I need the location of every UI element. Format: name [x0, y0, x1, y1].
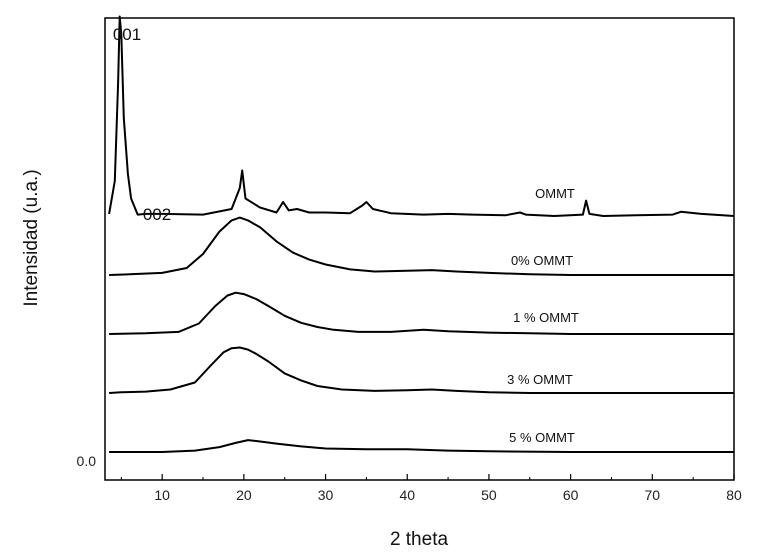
peak-annotation: 001: [113, 25, 141, 44]
series-line-ommt: [108, 15, 735, 217]
x-tick-label: 40: [399, 487, 415, 503]
plot-frame: [104, 17, 735, 481]
x-tick-label: 30: [318, 487, 334, 503]
series-label: 0% OMMT: [511, 253, 573, 268]
series-label: 1 % OMMT: [513, 310, 579, 325]
series-label: 5 % OMMT: [509, 430, 575, 445]
peak-annotation: 002: [143, 205, 171, 224]
x-tick-label: 50: [481, 487, 497, 503]
series-line-1-ommt: [109, 291, 734, 335]
x-axis-ticks: 10 20 30 40 50 60 70 80: [120, 474, 742, 503]
series-line-0-ommt: [109, 216, 734, 276]
series-label: OMMT: [535, 186, 575, 201]
x-tick-label: 80: [726, 487, 742, 503]
x-tick-label: 10: [154, 487, 170, 503]
x-tick-label: 20: [236, 487, 252, 503]
series-line-5-ommt: [109, 439, 734, 453]
traces-group: [108, 15, 735, 453]
peak-annotations-group: 001 002: [113, 25, 171, 224]
series-labels-group: OMMT 0% OMMT 1 % OMMT 3 % OMMT 5 % OMMT: [507, 186, 579, 445]
y-axis-title: Intensidad (u.a.): [21, 169, 42, 306]
series-label: 3 % OMMT: [507, 372, 573, 387]
x-tick-label: 60: [563, 487, 579, 503]
x-tick-label: 70: [645, 487, 661, 503]
series-line-3-ommt: [109, 346, 734, 394]
x-axis-title: 2 theta: [390, 529, 449, 550]
y-tick-zero: 0.0: [77, 453, 97, 469]
